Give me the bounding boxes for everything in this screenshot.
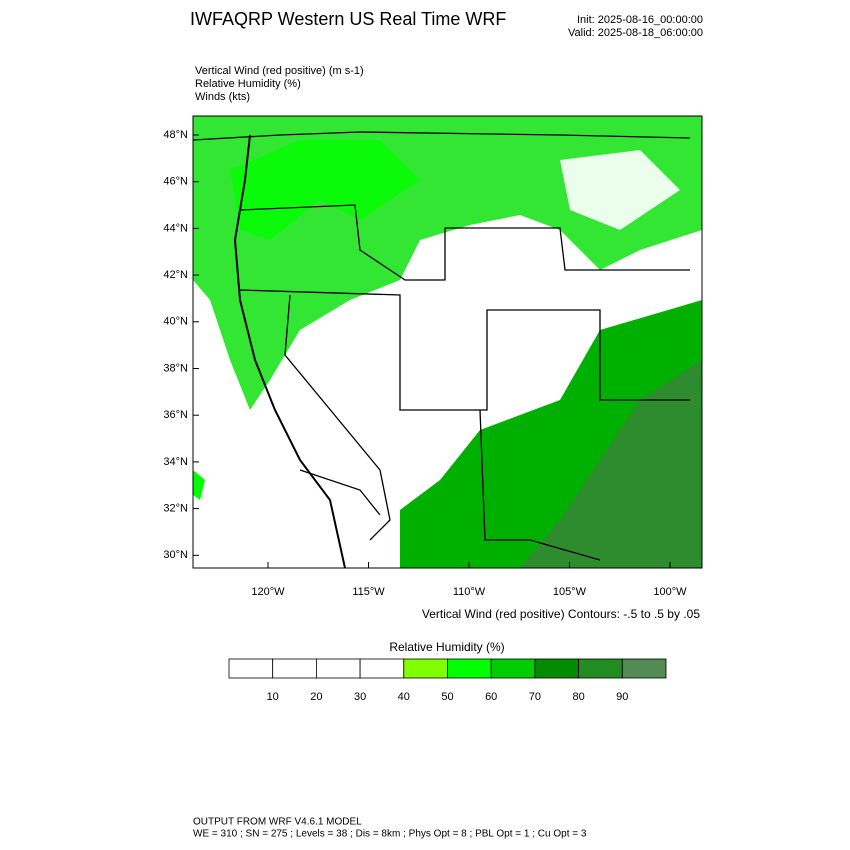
footer-line: OUTPUT FROM WRF V4.6.1 MODEL (193, 817, 362, 828)
lat-label: 32°N (163, 503, 188, 515)
init-time: Init: 2025-08-16_00:00:00 (577, 14, 703, 26)
colorbar-title: Relative Humidity (%) (389, 640, 504, 654)
lon-label: 100°W (653, 586, 687, 598)
lat-label: 46°N (163, 176, 188, 188)
lat-label: 34°N (163, 456, 188, 468)
footer-line: WE = 310 ; SN = 275 ; Levels = 38 ; Dis … (193, 829, 587, 840)
colorbar-box (315, 658, 361, 679)
lon-label: 110°W (453, 586, 486, 598)
colorbar-tick-label: 80 (572, 691, 584, 703)
field-label: Relative Humidity (%) (195, 78, 301, 90)
colorbar-tick-label: 60 (485, 691, 497, 703)
colorbar-box (403, 658, 448, 679)
field-label: Winds (kts) (195, 91, 250, 103)
colorbar-box (228, 658, 274, 679)
map (192, 115, 703, 569)
valid-time: Valid: 2025-08-18_06:00:00 (568, 27, 703, 39)
lat-label: 44°N (163, 222, 188, 234)
colorbar-box (490, 658, 536, 679)
field-label: Vertical Wind (red positive) (m s-1) (195, 65, 364, 77)
lat-label: 40°N (163, 316, 188, 328)
colorbar-tick-label: 10 (267, 691, 279, 703)
colorbar-box (621, 658, 667, 679)
lat-label: 38°N (163, 362, 188, 374)
colorbar-box (447, 658, 492, 679)
colorbar-tick-label: 40 (398, 691, 410, 703)
lat-label: 42°N (163, 269, 188, 281)
colorbar-tick-label: 50 (441, 691, 453, 703)
lon-label: 115°W (352, 586, 385, 598)
lat-label: 36°N (163, 409, 188, 421)
colorbar-box (578, 658, 623, 679)
lon-label: 120°W (251, 586, 285, 598)
colorbar-box (359, 658, 405, 679)
title: IWFAQRP Western US Real Time WRF (190, 9, 506, 29)
colorbar-tick-label: 70 (529, 691, 541, 703)
lat-label: 48°N (163, 129, 188, 141)
colorbar-tick-label: 30 (354, 691, 366, 703)
colorbar-tick-label: 20 (310, 691, 322, 703)
colorbar-tick-label: 90 (616, 691, 628, 703)
lat-label: 30°N (163, 549, 188, 561)
lon-label: 105°W (553, 586, 587, 598)
colorbar-box (534, 658, 580, 679)
colorbar-box (272, 658, 317, 679)
contour-note: Vertical Wind (red positive) Contours: -… (422, 607, 700, 621)
